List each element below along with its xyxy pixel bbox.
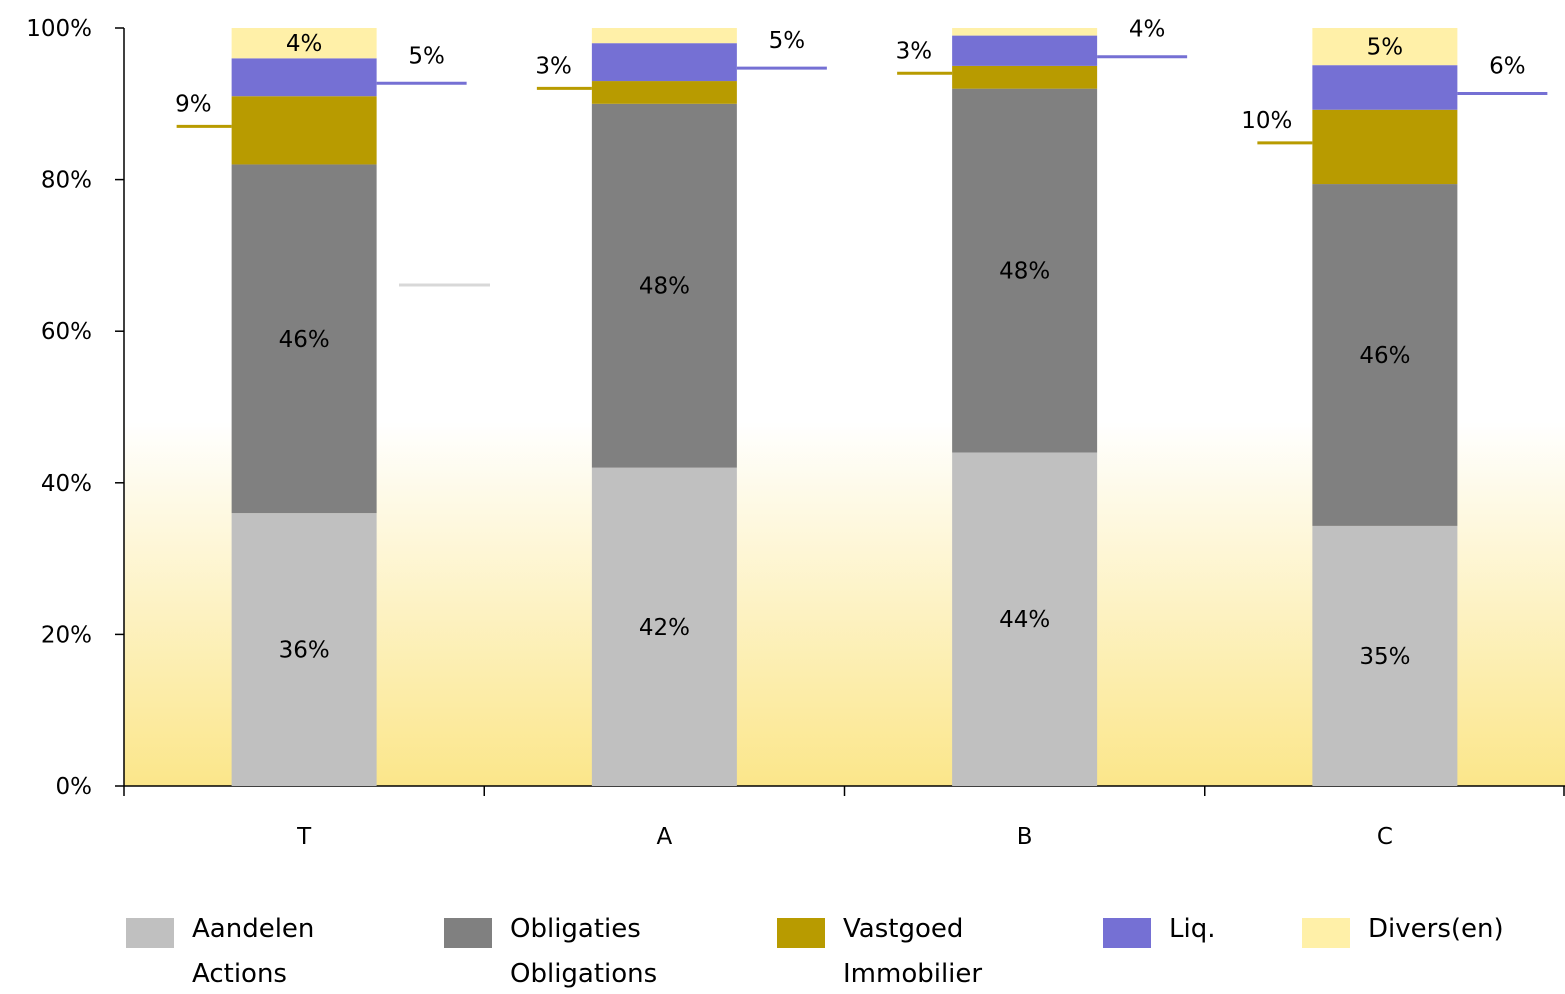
y-tick-label: 100%	[26, 16, 92, 42]
data-label: 36%	[279, 638, 330, 664]
bar-segment	[231, 513, 377, 786]
bar-segment	[952, 35, 1098, 66]
bar-segment	[952, 65, 1098, 89]
data-label: 5%	[769, 28, 806, 54]
data-label: 48%	[999, 259, 1050, 285]
bar-segment	[1312, 525, 1458, 786]
data-label: 5%	[408, 43, 445, 69]
legend-swatch	[1103, 918, 1151, 948]
x-tick-label: C	[1377, 824, 1393, 850]
legend-label: Aandelen	[192, 914, 314, 944]
data-label: 4%	[1129, 17, 1166, 43]
bar-segment	[952, 88, 1098, 453]
data-label: 3%	[535, 53, 572, 79]
legend-swatch	[126, 918, 174, 948]
legend-label: Vastgoed	[843, 914, 963, 944]
bar-segment	[952, 28, 1098, 36]
y-tick-label: 0%	[56, 774, 93, 800]
data-label: 46%	[279, 327, 330, 353]
x-tick-label: A	[657, 824, 673, 850]
legend-label: Obligations	[510, 959, 657, 989]
bar-segment	[1312, 28, 1458, 66]
legend-label: Actions	[192, 959, 287, 989]
y-tick-label: 40%	[41, 471, 92, 497]
y-axis: 0% 20% 40% 60% 80% 100%	[26, 16, 125, 800]
leader-lines	[176, 55, 1548, 287]
data-label: 4%	[286, 31, 323, 57]
bar-segment	[1312, 109, 1458, 185]
data-label: 5%	[1367, 35, 1404, 61]
bar-segment	[1312, 65, 1458, 110]
legend-swatch	[777, 918, 825, 948]
y-tick-label: 20%	[41, 622, 92, 648]
bar-segment	[591, 81, 737, 104]
legend-label: Liq.	[1169, 914, 1215, 944]
data-label: 42%	[639, 615, 690, 641]
data-label: 10%	[1241, 108, 1292, 134]
y-tick-label: 80%	[41, 168, 92, 194]
legend-swatch	[444, 918, 492, 948]
bar-segment	[231, 58, 377, 97]
legend-label: Immobilier	[843, 959, 982, 989]
bar-segment	[231, 164, 377, 514]
data-label: 35%	[1359, 644, 1410, 670]
legend-swatch	[1302, 918, 1350, 948]
data-label: 44%	[999, 607, 1050, 633]
legend-label: Divers(en)	[1368, 914, 1504, 944]
y-tick-label: 60%	[41, 319, 92, 345]
bar-segment	[1312, 184, 1458, 526]
bars	[231, 28, 1458, 786]
bar-segment	[591, 28, 737, 44]
data-label: 46%	[1359, 343, 1410, 369]
legend-label: Obligaties	[510, 914, 641, 944]
bar-segment	[591, 103, 737, 468]
bar-segment	[591, 467, 737, 786]
data-labels: 36% 46% 9% 5% 4% 42% 48% 3% 5% 44% 48% 3% 4% 35% 46% 10…	[175, 17, 1526, 670]
bar-segment	[952, 452, 1098, 786]
x-tick-label: B	[1017, 824, 1033, 850]
x-tick-label: T	[296, 824, 312, 850]
legend: Aandelen Actions Obligaties Obligations Vast…	[126, 914, 1504, 989]
bar-segment	[231, 28, 377, 59]
data-label: 48%	[639, 274, 690, 300]
data-label: 3%	[896, 38, 933, 64]
bar-segment	[591, 43, 737, 82]
bar-segment	[231, 96, 377, 165]
data-label: 9%	[175, 91, 212, 117]
data-label: 6%	[1489, 53, 1526, 79]
